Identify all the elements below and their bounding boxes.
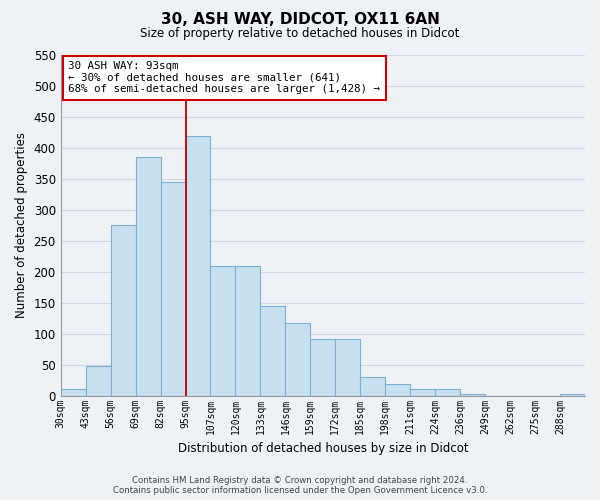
Bar bbox=[360, 377, 385, 396]
Bar bbox=[385, 384, 410, 396]
Bar bbox=[310, 338, 335, 396]
X-axis label: Distribution of detached houses by size in Didcot: Distribution of detached houses by size … bbox=[178, 442, 468, 455]
Bar bbox=[560, 394, 585, 396]
Bar bbox=[86, 366, 110, 396]
Bar bbox=[435, 390, 460, 396]
Bar bbox=[61, 390, 86, 396]
Bar bbox=[335, 338, 360, 396]
Bar bbox=[211, 266, 235, 396]
Y-axis label: Number of detached properties: Number of detached properties bbox=[15, 132, 28, 318]
Bar bbox=[161, 182, 185, 396]
Bar bbox=[410, 390, 435, 396]
Bar bbox=[260, 306, 286, 396]
Bar bbox=[136, 157, 161, 396]
Text: 30, ASH WAY, DIDCOT, OX11 6AN: 30, ASH WAY, DIDCOT, OX11 6AN bbox=[161, 12, 439, 28]
Bar bbox=[110, 226, 136, 396]
Text: 30 ASH WAY: 93sqm
← 30% of detached houses are smaller (641)
68% of semi-detache: 30 ASH WAY: 93sqm ← 30% of detached hous… bbox=[68, 61, 380, 94]
Text: Contains HM Land Registry data © Crown copyright and database right 2024.
Contai: Contains HM Land Registry data © Crown c… bbox=[113, 476, 487, 495]
Bar bbox=[185, 136, 211, 396]
Text: Size of property relative to detached houses in Didcot: Size of property relative to detached ho… bbox=[140, 28, 460, 40]
Bar bbox=[286, 322, 310, 396]
Bar bbox=[460, 394, 485, 396]
Bar bbox=[235, 266, 260, 396]
